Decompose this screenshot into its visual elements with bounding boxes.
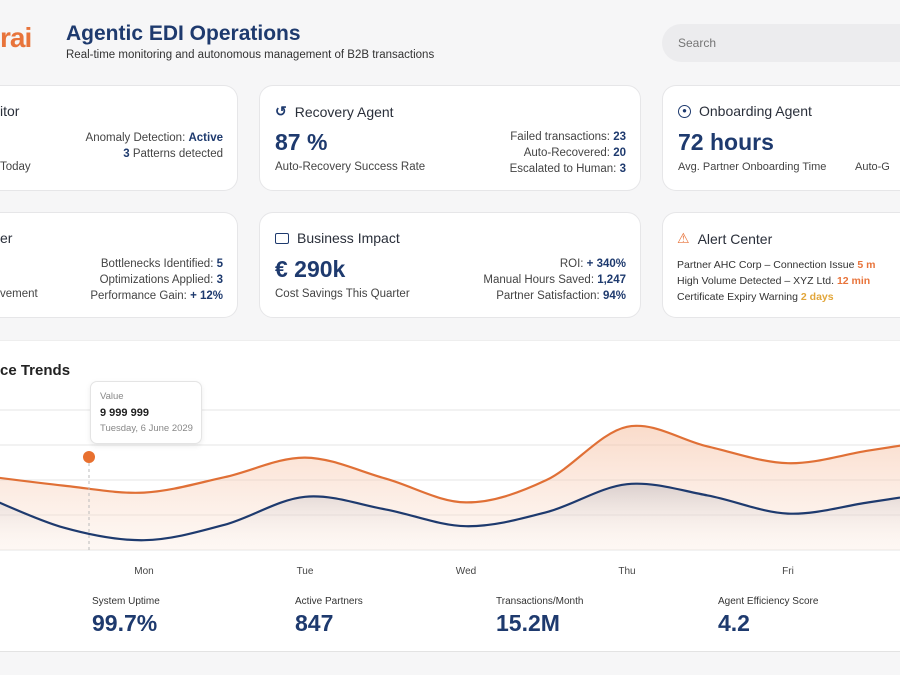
alert-item[interactable]: Certificate Expiry Warning 2 days [677, 291, 834, 303]
optimizer-card: er vement Bottlenecks Identified: 5 Opti… [0, 212, 238, 318]
series-line [0, 424, 900, 504]
warning-icon: ⚠ [677, 230, 690, 246]
logo: rai [0, 22, 32, 53]
kpi-label: Agent Efficiency Score [718, 596, 819, 607]
kpi-value: 847 [295, 610, 334, 636]
tooltip-date: Tuesday, 6 June 2029 [100, 423, 193, 434]
card-subtitle: vement [0, 288, 38, 300]
search-input[interactable] [662, 24, 900, 62]
chart-tooltip: Value 9 999 999 Tuesday, 6 June 2029 [90, 381, 202, 444]
onboarding-agent-card: ● Onboarding Agent 72 hours Avg. Partner … [662, 85, 900, 191]
tooltip-value: 9 999 999 [100, 407, 149, 419]
kpi-value: 99.7% [92, 610, 158, 636]
briefcase-icon [275, 232, 289, 244]
x-tick-label: Thu [618, 566, 636, 577]
business-impact-card: Business Impact € 290k Cost Savings This… [259, 212, 641, 318]
card-title: itor [0, 103, 20, 119]
hover-point [83, 451, 95, 463]
alert-item[interactable]: Partner AHC Corp – Connection Issue 5 m [677, 259, 876, 271]
x-tick-label: Mon [134, 566, 154, 577]
user-circle-icon: ● [678, 104, 691, 118]
tooltip-label: Value [100, 391, 124, 402]
card-value: 72 hours [678, 129, 774, 155]
refresh-icon: ↺ [275, 103, 287, 119]
alert-center-card: ⚠ Alert Center Partner AHC Corp – Connect… [662, 212, 900, 318]
card-stats: Failed transactions: 23 Auto-Recovered: … [509, 131, 626, 175]
card-subtitle: Cost Savings This Quarter [275, 288, 410, 300]
card-title: er [0, 230, 13, 246]
x-tick-label: Wed [455, 566, 477, 577]
trends-chart [0, 409, 900, 551]
card-stats: Bottlenecks Identified: 5 Optimizations … [90, 258, 223, 302]
card-stats: Anomaly Detection: Active 3 Patterns det… [85, 132, 223, 160]
card-title: ⚠ Alert Center [677, 230, 773, 247]
card-subtitle: Auto-Recovery Success Rate [275, 161, 426, 173]
kpi-value: 15.2M [496, 610, 560, 636]
card-title: ↺ Recovery Agent [275, 103, 394, 120]
card-subtitle-2: Auto-G [855, 161, 890, 173]
kpi-label: System Uptime [92, 596, 160, 607]
page-subtitle: Real-time monitoring and autonomous mana… [66, 49, 435, 61]
recovery-agent-card: ↺ Recovery Agent 87 % Auto-Recovery Succe… [259, 85, 641, 191]
card-stats: ROI: + 340% Manual Hours Saved: 1,247 Pa… [483, 258, 626, 302]
x-tick-label: Tue [296, 566, 314, 577]
card-title: Business Impact [275, 230, 400, 246]
kpi-label: Active Partners [295, 596, 363, 607]
card-value: € 290k [275, 256, 346, 282]
alert-item[interactable]: High Volume Detected – XYZ Ltd. 12 min [677, 275, 871, 287]
card-subtitle: Today [0, 161, 31, 173]
alert-list: Partner AHC Corp – Connection Issue 5 m … [677, 257, 875, 305]
card-value: 87 % [275, 129, 328, 155]
card-subtitle: Avg. Partner Onboarding Time [678, 161, 827, 173]
series-area [0, 483, 900, 550]
series-line [0, 482, 900, 542]
x-tick-label: Fri [782, 566, 794, 577]
kpi-value: 4.2 [718, 610, 750, 636]
monitor-card: itor Today Anomaly Detection: Active 3 P… [0, 85, 238, 191]
kpi-label: Transactions/Month [496, 596, 584, 607]
page-title: Agentic EDI Operations [66, 22, 301, 45]
chart-title: ce Trends [0, 362, 71, 379]
card-title: ● Onboarding Agent [678, 103, 812, 119]
